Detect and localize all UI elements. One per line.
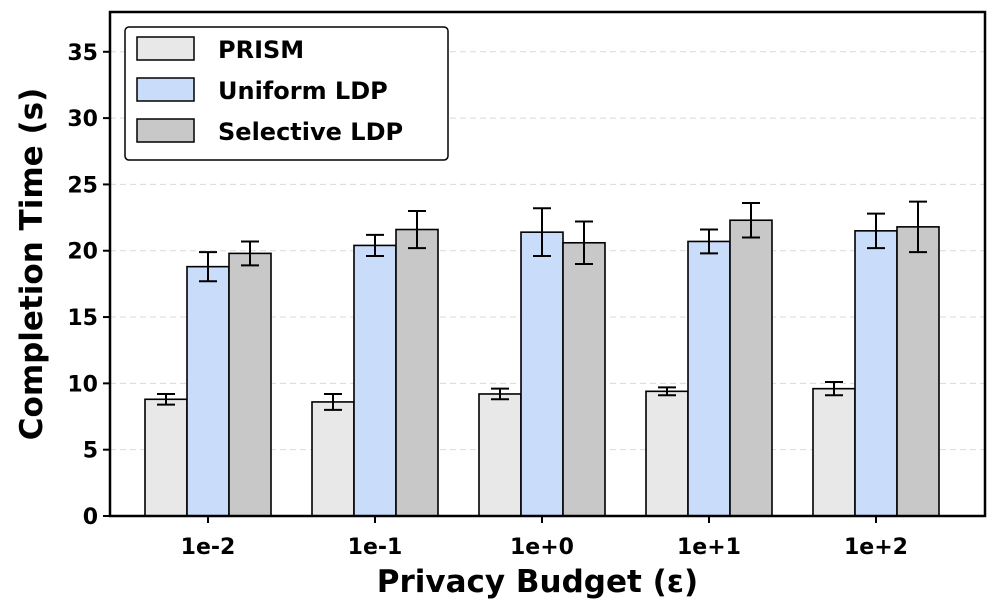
- legend-box: [124, 26, 449, 161]
- x-tick-label: 1e+2: [844, 535, 908, 560]
- legend-swatch: [136, 118, 195, 143]
- legend-label: PRISM: [218, 36, 304, 64]
- legend-label: Selective LDP: [218, 118, 403, 146]
- error-bars: [157, 200, 927, 411]
- y-tick-label: 5: [83, 439, 98, 464]
- bar: [729, 219, 773, 517]
- legend-label: Uniform LDP: [218, 77, 388, 105]
- y-axis-ticks: 0 5 10 15 20 25 30 35: [67, 41, 110, 530]
- x-tick-label: 1e-1: [348, 535, 403, 560]
- y-tick-label: 30: [67, 107, 98, 132]
- bar: [144, 398, 188, 517]
- bar: [228, 252, 272, 517]
- bar: [520, 231, 564, 517]
- x-axis-title: Privacy Budget (ε): [377, 564, 698, 600]
- bar: [353, 244, 397, 517]
- y-axis-title: Completion Time (s): [14, 88, 50, 440]
- legend-swatch: [136, 36, 195, 61]
- bar: [645, 390, 689, 517]
- bar: [186, 265, 230, 517]
- legend-swatch: [136, 77, 195, 102]
- x-tick-label: 1e+1: [677, 535, 741, 560]
- bar: [687, 240, 731, 517]
- bar: [395, 228, 439, 517]
- bar: [478, 393, 522, 517]
- x-axis-ticks: 1e-2 1e-1 1e+0 1e+1 1e+2: [181, 516, 908, 560]
- y-tick-label: 0: [83, 505, 98, 530]
- y-tick-label: 10: [67, 372, 98, 397]
- y-tick-label: 15: [67, 306, 98, 331]
- bar: [896, 226, 940, 517]
- bar: [854, 230, 898, 517]
- plot-frame: [108, 10, 987, 518]
- x-tick-label: 1e+0: [510, 535, 574, 560]
- x-tick-label: 1e-2: [181, 535, 236, 560]
- y-tick-label: 35: [67, 41, 98, 66]
- bar: [562, 241, 606, 517]
- y-tick-label: 20: [67, 240, 98, 265]
- bar: [812, 387, 856, 517]
- y-tick-label: 25: [67, 173, 98, 198]
- bars: [144, 219, 940, 517]
- bar: [311, 401, 355, 517]
- legend: PRISM Uniform LDP Selective LDP: [124, 26, 449, 161]
